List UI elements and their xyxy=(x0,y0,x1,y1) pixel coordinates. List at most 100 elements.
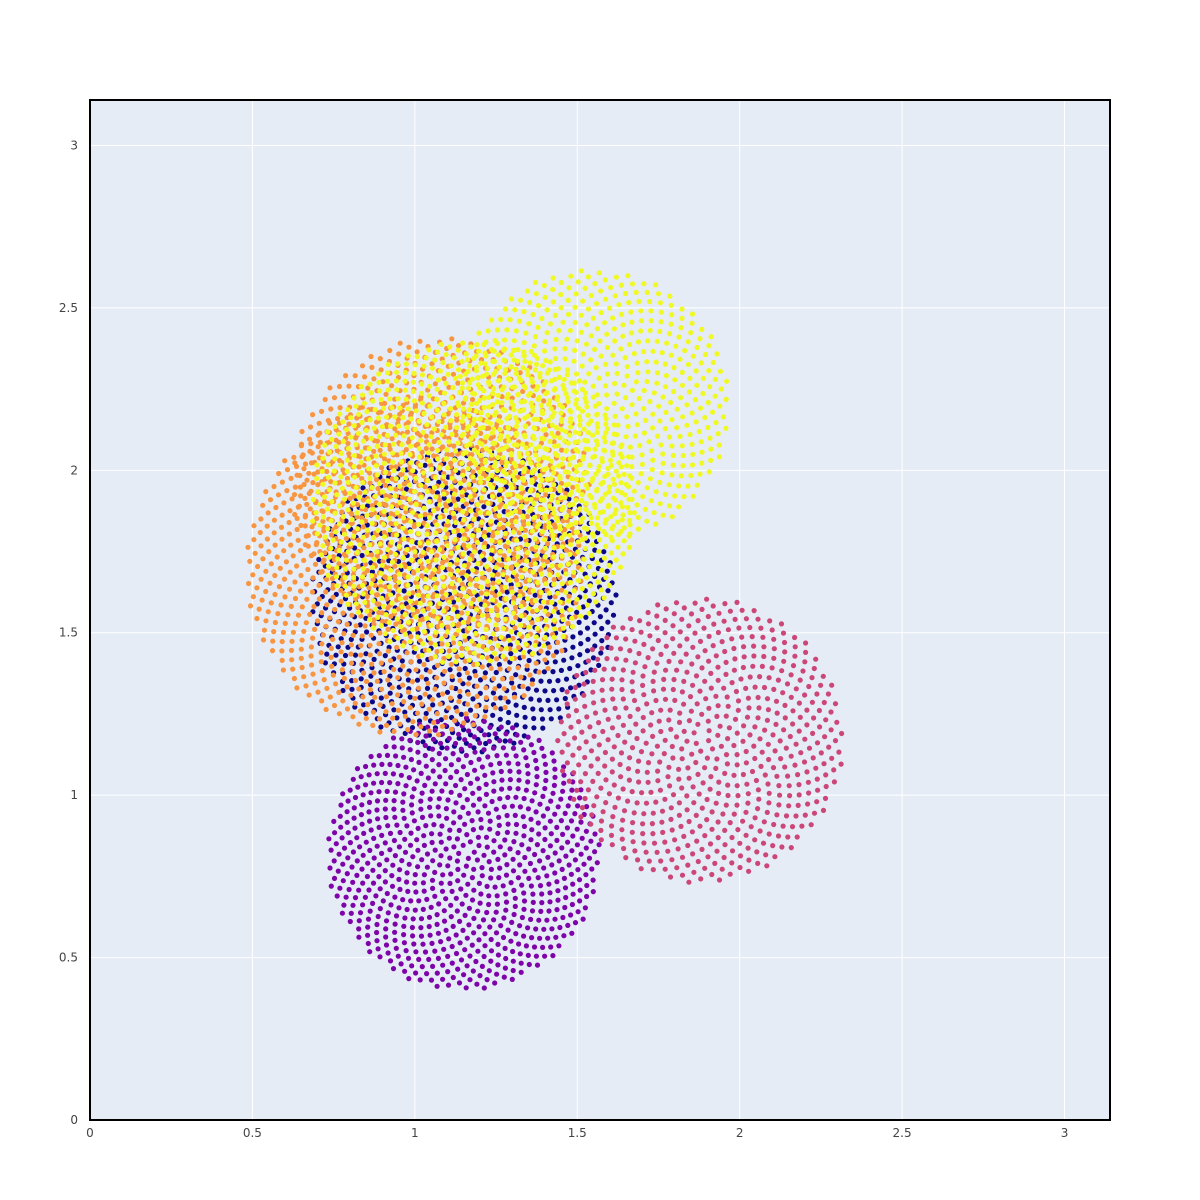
data-point xyxy=(542,761,549,767)
data-point xyxy=(446,599,452,605)
data-point xyxy=(476,622,482,628)
data-point xyxy=(502,543,508,549)
data-point xyxy=(740,738,746,744)
data-point xyxy=(382,879,388,885)
data-point xyxy=(435,732,442,738)
data-point xyxy=(393,753,399,759)
data-point xyxy=(307,448,313,454)
data-point xyxy=(463,985,469,991)
data-point xyxy=(573,708,580,714)
data-point xyxy=(462,821,468,827)
data-point xyxy=(277,565,283,571)
data-point xyxy=(756,705,762,711)
data-point xyxy=(272,542,278,548)
data-point xyxy=(609,769,615,775)
data-point xyxy=(592,547,598,553)
data-point xyxy=(399,658,405,664)
data-point xyxy=(591,733,597,739)
data-point xyxy=(383,612,389,618)
data-point xyxy=(361,702,367,708)
data-point xyxy=(559,535,565,541)
data-point xyxy=(520,814,526,820)
data-point xyxy=(502,945,508,952)
data-point xyxy=(776,802,782,808)
data-point xyxy=(676,766,682,772)
data-point xyxy=(596,548,602,554)
data-point xyxy=(359,661,365,667)
data-point xyxy=(528,562,534,568)
data-point xyxy=(463,711,469,717)
data-point xyxy=(455,440,461,446)
data-point xyxy=(379,779,385,786)
data-point xyxy=(755,787,762,793)
data-point xyxy=(442,767,448,774)
data-point xyxy=(576,762,582,768)
data-point xyxy=(585,412,591,418)
data-point xyxy=(485,500,491,506)
data-point xyxy=(511,551,517,557)
data-point xyxy=(496,875,502,881)
data-point xyxy=(610,696,616,702)
data-point xyxy=(466,461,472,467)
data-point xyxy=(468,508,474,514)
data-point xyxy=(511,839,517,845)
data-point xyxy=(525,806,532,812)
data-point xyxy=(605,465,611,472)
data-point xyxy=(509,680,515,686)
data-point xyxy=(508,938,514,944)
data-point xyxy=(371,617,377,623)
data-point xyxy=(354,510,360,516)
data-point xyxy=(531,715,537,722)
data-point xyxy=(435,930,441,936)
data-point xyxy=(439,788,445,794)
data-point xyxy=(588,520,594,526)
data-point xyxy=(473,673,479,679)
data-point xyxy=(691,730,697,736)
data-point xyxy=(307,506,313,512)
data-point xyxy=(531,501,537,507)
data-point xyxy=(567,579,574,586)
data-point xyxy=(578,779,584,785)
data-point xyxy=(575,577,582,584)
data-point xyxy=(296,503,302,509)
data-point xyxy=(669,743,675,750)
data-point xyxy=(771,821,777,828)
data-point xyxy=(316,420,322,426)
data-point xyxy=(429,839,435,846)
data-point xyxy=(341,394,347,400)
data-point xyxy=(381,603,387,610)
data-point xyxy=(449,581,455,587)
data-point xyxy=(343,894,349,900)
data-point xyxy=(294,526,300,533)
data-point xyxy=(525,925,531,931)
data-point xyxy=(397,667,403,673)
data-point xyxy=(337,405,343,411)
data-point xyxy=(437,740,444,747)
data-point xyxy=(511,911,517,918)
data-point xyxy=(806,683,812,690)
data-point xyxy=(762,772,768,778)
data-point xyxy=(477,397,483,403)
data-point xyxy=(434,386,440,392)
data-point xyxy=(445,371,451,377)
data-point xyxy=(410,510,416,516)
data-point xyxy=(444,689,451,695)
data-point xyxy=(397,405,403,411)
data-point xyxy=(539,900,545,906)
data-point xyxy=(495,612,501,618)
data-point xyxy=(403,396,409,402)
data-point xyxy=(315,432,321,438)
data-point xyxy=(541,562,547,568)
data-point xyxy=(681,728,687,735)
data-point xyxy=(517,509,523,515)
data-point xyxy=(467,707,474,713)
data-point xyxy=(437,497,443,503)
data-point xyxy=(358,643,364,649)
data-point xyxy=(400,799,406,805)
data-point xyxy=(775,677,782,683)
data-point xyxy=(284,467,291,473)
data-point xyxy=(328,645,334,652)
data-point xyxy=(589,553,595,559)
data-point xyxy=(550,536,557,542)
data-point xyxy=(800,668,806,674)
